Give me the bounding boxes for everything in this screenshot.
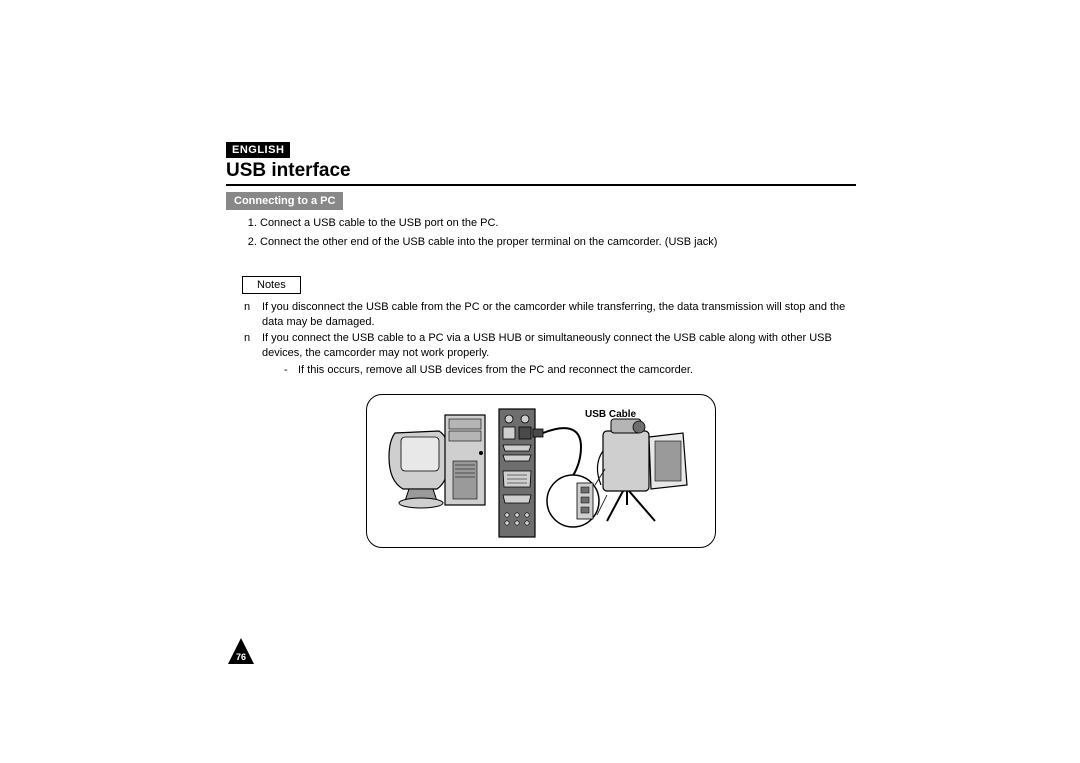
diagram-svg (367, 395, 717, 549)
note-text: If you connect the USB cable to a PC via… (262, 332, 832, 359)
manual-page: ENGLISH USB interface Connecting to a PC… (226, 140, 856, 548)
sub-notes-list: If this occurs, remove all USB devices f… (262, 363, 856, 378)
camcorder-icon (597, 419, 687, 521)
cable-label: USB Cable (585, 409, 636, 420)
step-item: Connect the other end of the USB cable i… (260, 235, 856, 250)
notes-heading: Notes (242, 276, 301, 294)
notes-list: If you disconnect the USB cable from the… (226, 300, 856, 378)
section-heading: Connecting to a PC (226, 192, 343, 210)
magnifier-icon (547, 469, 607, 527)
page-number-badge: 76 (226, 636, 256, 666)
page-title: USB interface (226, 160, 856, 186)
page-number: 76 (226, 652, 256, 662)
step-item: Connect a USB cable to the USB port on t… (260, 216, 856, 231)
pc-tower-icon (445, 415, 485, 505)
sub-note-item: If this occurs, remove all USB devices f… (282, 363, 856, 378)
note-item: If you disconnect the USB cable from the… (242, 300, 856, 330)
language-label: ENGLISH (226, 142, 290, 158)
note-item: If you connect the USB cable to a PC via… (242, 331, 856, 378)
step-list: Connect a USB cable to the USB port on t… (226, 216, 856, 250)
connection-diagram: USB Cable (366, 394, 716, 548)
io-panel-icon (499, 409, 535, 537)
monitor-icon (389, 431, 449, 508)
